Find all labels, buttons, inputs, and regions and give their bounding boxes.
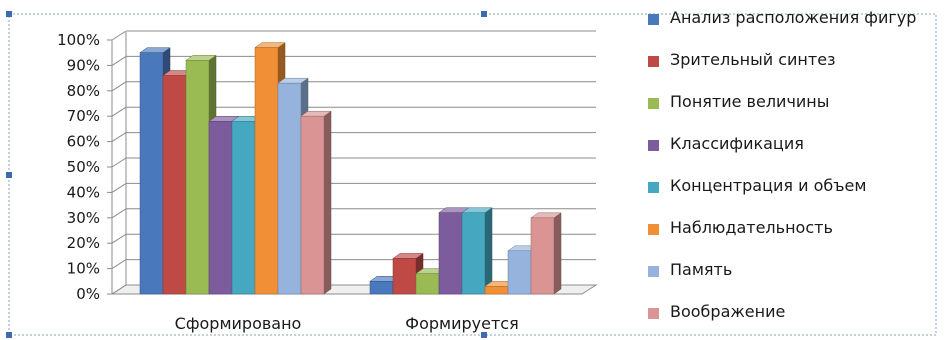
bar-front xyxy=(392,258,417,295)
gridline-diagonal xyxy=(111,284,127,295)
bar-front xyxy=(231,121,256,295)
bar-front xyxy=(484,286,509,295)
legend-label: Наблюдательность xyxy=(670,218,833,237)
gridline-diagonal xyxy=(111,182,127,193)
gridline-diagonal xyxy=(111,30,127,41)
bar-front xyxy=(139,52,164,295)
bar-front xyxy=(300,115,325,295)
bar-front xyxy=(162,75,187,295)
gridline-diagonal xyxy=(111,81,127,92)
y-tick-label: 40% xyxy=(67,183,100,201)
bars xyxy=(139,42,562,295)
legend-swatch xyxy=(648,224,659,235)
legend-swatch xyxy=(648,14,659,25)
legend-label: Анализ расположения фигур xyxy=(670,8,917,27)
y-tick-label: 50% xyxy=(67,158,100,176)
legend-label: Воображение xyxy=(670,302,786,321)
gridline-diagonal xyxy=(111,157,127,168)
bar-front xyxy=(185,60,210,295)
legend-label: Зрительный синтез xyxy=(670,50,836,69)
y-tick-label: 20% xyxy=(67,234,100,252)
y-tick-label: 10% xyxy=(67,260,100,278)
gridline-diagonal xyxy=(111,106,127,117)
bar-front xyxy=(415,273,440,295)
gridline-diagonal xyxy=(111,259,127,270)
legend-swatch xyxy=(648,308,659,319)
x-axis-ticks: Сформировано Формируется xyxy=(175,314,519,333)
legend-label: Память xyxy=(670,260,733,279)
bar-side xyxy=(323,110,332,295)
legend-swatch xyxy=(648,98,659,109)
bar-front xyxy=(507,250,532,295)
gridline-diagonal xyxy=(111,233,127,244)
gridline-diagonal xyxy=(111,132,127,143)
legend-swatch xyxy=(648,56,659,67)
resize-handle-bottom-left[interactable] xyxy=(6,332,12,338)
y-tick-label: 90% xyxy=(67,56,100,74)
bar-side xyxy=(553,212,562,295)
legend-label: Классификация xyxy=(670,134,804,153)
bar-1-8 xyxy=(300,110,332,295)
y-tick-label: 30% xyxy=(67,209,100,227)
y-tick-label: 80% xyxy=(67,82,100,100)
y-tick-label: 70% xyxy=(67,107,100,125)
bar-front xyxy=(530,217,555,295)
x-tick-label: Сформировано xyxy=(175,314,302,333)
bar-front xyxy=(461,212,486,295)
x-tick-label: Формируется xyxy=(405,314,518,333)
resize-handle-top-left[interactable] xyxy=(6,11,12,17)
bar-front xyxy=(208,121,233,295)
y-tick-label: 100% xyxy=(57,31,100,49)
bar-front xyxy=(369,281,394,295)
resize-handle-bottom[interactable] xyxy=(481,332,487,338)
y-tick-label: 0% xyxy=(76,285,100,303)
legend-label: Концентрация и объем xyxy=(670,176,867,195)
bar-2-5 xyxy=(461,207,493,295)
y-axis-ticks: 0% 10% 20% 30% 40% 50% 60% 70% 80% 90% 100% xyxy=(57,31,112,303)
y-tick-label: 60% xyxy=(67,133,100,151)
legend-label: Понятие величины xyxy=(670,92,830,111)
bar-front xyxy=(438,212,463,295)
legend-swatch xyxy=(648,140,659,151)
gridline-diagonal xyxy=(111,55,127,66)
legend-swatch xyxy=(648,266,659,277)
resize-handle-top[interactable] xyxy=(481,11,487,17)
legend-swatch xyxy=(648,182,659,193)
bar-front xyxy=(254,47,279,295)
bar-2-8 xyxy=(530,212,562,295)
bar-front xyxy=(277,82,302,295)
gridline-diagonal xyxy=(111,208,127,219)
resize-handle-left[interactable] xyxy=(6,172,12,178)
bar-side xyxy=(484,207,493,295)
